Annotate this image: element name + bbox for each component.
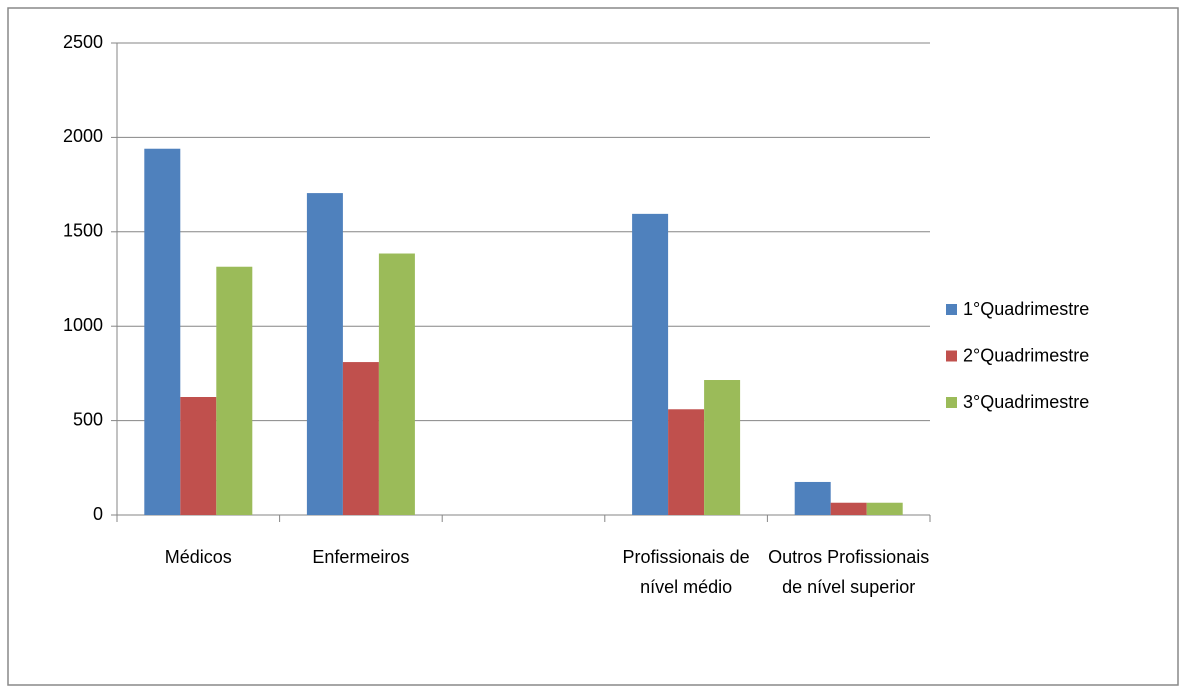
bar [830, 502, 867, 515]
bar [216, 266, 253, 515]
bar [378, 253, 415, 515]
legend-label: 1°Quadrimestre [963, 299, 1089, 319]
x-tick-label: Enfermeiros [312, 547, 410, 567]
legend-label: 2°Quadrimestre [963, 345, 1089, 365]
bar [866, 502, 903, 515]
legend-label: 3°Quadrimestre [963, 392, 1089, 412]
bar [180, 397, 217, 515]
bar [632, 213, 669, 515]
y-tick-label: 500 [73, 409, 103, 429]
bar [306, 193, 343, 515]
chart-frame [7, 7, 1179, 686]
y-tick-label: 0 [93, 504, 103, 524]
y-tick-label: 1500 [63, 221, 103, 241]
x-tick-label: Profissionais de nível médio [622, 547, 750, 597]
legend-swatch [946, 304, 957, 315]
bar [342, 362, 379, 515]
x-tick-label: Médicos [164, 547, 232, 567]
legend-swatch [946, 397, 957, 408]
bar [668, 409, 705, 515]
y-tick-label: 2500 [63, 32, 103, 52]
x-tick-label: Outros Profissionais de nível superior [768, 547, 930, 597]
bar [144, 148, 181, 515]
bar [704, 380, 741, 515]
y-tick-label: 1000 [63, 315, 103, 335]
y-tick-label: 2000 [63, 126, 103, 146]
legend-swatch [946, 350, 957, 362]
bar [794, 481, 831, 515]
